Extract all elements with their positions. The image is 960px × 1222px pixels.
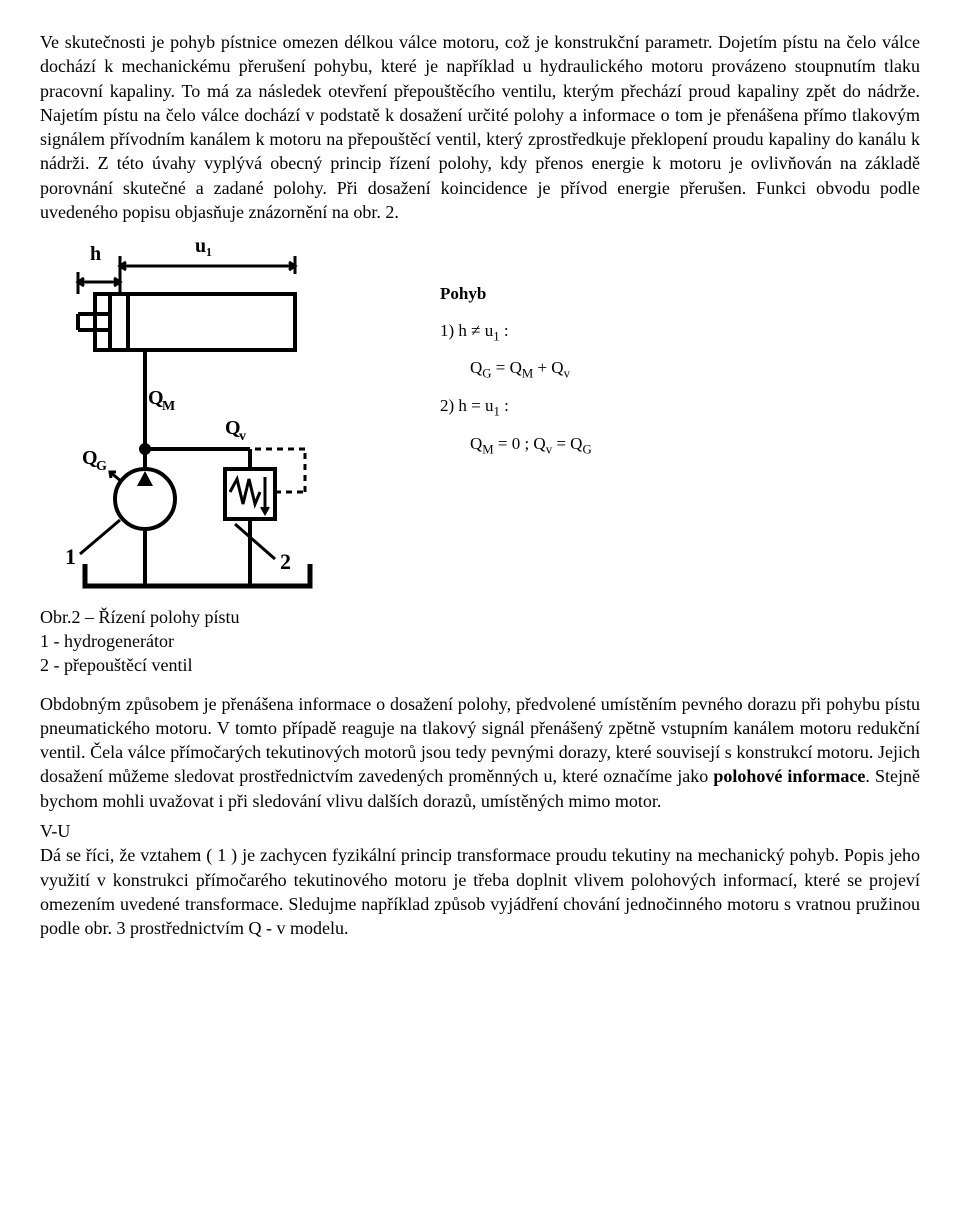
figure-2-diagram: h u₁	[40, 234, 400, 600]
vu-label: V-U	[40, 819, 920, 843]
eq-case-2-cond: 2) h = u1 :	[440, 390, 920, 424]
eq-case-1-cond: 1) h ≠ u1 :	[440, 315, 920, 349]
svg-text:h: h	[90, 243, 101, 265]
caption-item-1: 1 - hydrogenerátor	[40, 629, 920, 653]
paragraph-3: Dá se říci, že vztahem ( 1 ) je zachycen…	[40, 843, 920, 940]
svg-text:G: G	[96, 459, 107, 474]
svg-text:2: 2	[280, 549, 291, 574]
eq-case-1-result: QG = QM + Qv	[440, 352, 920, 386]
svg-text:M: M	[162, 399, 175, 414]
equations-block: Pohyb 1) h ≠ u1 : QG = QM + Qv 2) h = u1…	[400, 234, 920, 465]
caption-title: Obr.2 – Řízení polohy pístu	[40, 605, 920, 629]
intro-paragraph: Ve skutečnosti je pohyb pístnice omezen …	[40, 30, 920, 224]
svg-text:v: v	[239, 429, 246, 444]
eq-title: Pohyb	[440, 278, 920, 310]
caption-item-2: 2 - přepouštěcí ventil	[40, 653, 920, 677]
figure-caption: Obr.2 – Řízení polohy pístu 1 - hydrogen…	[40, 605, 920, 678]
svg-text:1: 1	[65, 544, 76, 569]
paragraph-2-bold: polohové informace	[713, 766, 865, 786]
paragraph-2: Obdobným způsobem je přenášena informace…	[40, 692, 920, 813]
svg-text:u₁: u₁	[195, 235, 212, 257]
eq-case-2-result: QM = 0 ; Qv = QG	[440, 428, 920, 462]
